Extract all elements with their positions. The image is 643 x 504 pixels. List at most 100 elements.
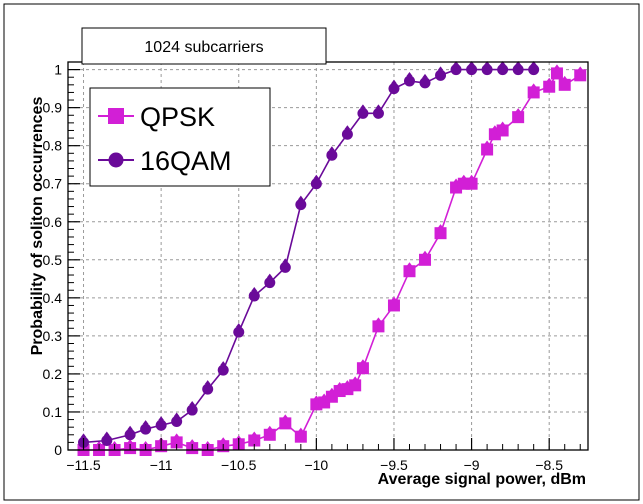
y-tick-label: 0.4 [43,290,63,306]
chart-title: 1024 subcarriers [144,39,263,56]
data-point-16qam [419,77,431,89]
error-bar-cap [359,104,366,109]
y-tick-label: 0.5 [43,252,63,268]
data-point-16qam [186,404,198,416]
data-point-qpsk [558,78,571,91]
x-axis-title: Average signal power, dBm [378,471,586,488]
data-point-qpsk [512,111,525,124]
data-point-16qam [403,75,415,87]
y-tick-label: 0.8 [43,138,63,154]
data-point-16qam [217,364,229,376]
error-bar-cap [406,72,413,77]
error-bar-cap [313,174,320,179]
data-point-qpsk [419,253,432,266]
legend-marker-qpsk [108,108,124,124]
axes: −11.5 −11 −10.5 −10 −9.5 −9 −8.5 0 0.1 0.2 0.3 0.4 0… [43,62,581,473]
error-bar-cap [515,61,522,65]
data-point-16qam [326,149,338,161]
error-bar-cap [499,61,506,65]
data-point-16qam [450,64,462,76]
x-tick-label: −11 [150,457,173,473]
legend: QPSK 16QAM [89,87,271,187]
data-point-qpsk [170,436,183,449]
data-point-16qam [341,128,353,140]
y-tick-label: 0.9 [43,100,63,116]
data-point-qpsk [481,143,494,156]
data-point-16qam [202,383,214,395]
x-tick-label: −10 [304,457,328,473]
data-point-16qam [481,64,493,76]
data-point-16qam [295,199,307,211]
error-bar-cap [375,104,382,109]
plot-frame [67,61,589,451]
data-point-qpsk [349,379,362,392]
data-point-16qam [497,64,509,76]
error-bar-cap [328,146,335,151]
legend-marker-16qam [108,152,124,168]
data-point-qpsk [372,320,385,333]
error-bar-cap [422,73,429,78]
data-point-16qam [357,107,369,119]
data-point-16qam [279,261,291,273]
data-point-16qam [233,326,245,338]
data-point-16qam [388,83,400,95]
y-tick-label: 0.3 [43,328,63,344]
data-point-qpsk [263,428,276,441]
data-point-16qam [248,290,260,302]
data-point-qpsk [279,417,292,430]
data-point-qpsk [248,434,261,447]
data-point-qpsk [387,299,400,312]
data-point-16qam [310,178,322,190]
data-point-16qam [155,419,167,431]
error-bar-cap [344,125,351,130]
x-tick-label: −9.5 [380,457,408,473]
data-point-qpsk [527,86,540,99]
data-point-qpsk [543,80,556,93]
data-point-qpsk [550,67,563,80]
data-point-qpsk [294,430,307,443]
data-point-qpsk [574,69,587,82]
error-bar-cap [453,61,460,65]
x-tick-label: −8.5 [535,457,563,473]
error-bar-cap [158,416,165,421]
data-point-16qam [140,423,152,435]
error-bar-cap [390,79,397,84]
data-point-qpsk [434,227,447,240]
error-bar-cap [103,431,110,436]
x-tick-label: −11.5 [66,457,101,473]
error-bar-cap [282,258,289,263]
error-bar-cap [251,286,258,291]
error-bar-cap [266,273,273,278]
grid [68,62,588,450]
data-point-16qam [512,64,524,76]
data-point-16qam [528,64,540,76]
data-point-16qam [372,107,384,119]
error-bar-cap [468,61,475,65]
error-bar-cap [220,361,227,366]
error-bar-cap [127,425,134,430]
data-point-16qam [171,415,183,427]
error-bar-cap [484,61,491,65]
legend-label-qpsk: QPSK [140,102,215,132]
error-bar-cap [235,323,242,328]
y-axis-title: Probability of soliton occurrences [29,97,46,356]
error-bar-cap [189,401,196,406]
data-point-16qam [264,277,276,289]
data-point-qpsk [403,265,416,278]
canvas-border [3,3,640,501]
data-point-qpsk [496,124,509,137]
error-bar-cap [142,420,149,425]
y-tick-label: 0.2 [43,366,63,382]
y-tick-label: 1 [54,62,62,78]
y-tick-label: 0.6 [43,214,63,230]
legend-label-16qam: 16QAM [140,146,232,176]
error-bar-cap [437,66,444,71]
error-bar-cap [80,433,87,438]
y-tick-label: 0 [54,442,62,458]
title-box: 1024 subcarriers [81,27,327,65]
data-point-16qam [435,69,447,81]
y-tick-label: 0.1 [43,404,63,420]
error-bar-cap [530,61,537,65]
data-point-qpsk [356,362,369,375]
